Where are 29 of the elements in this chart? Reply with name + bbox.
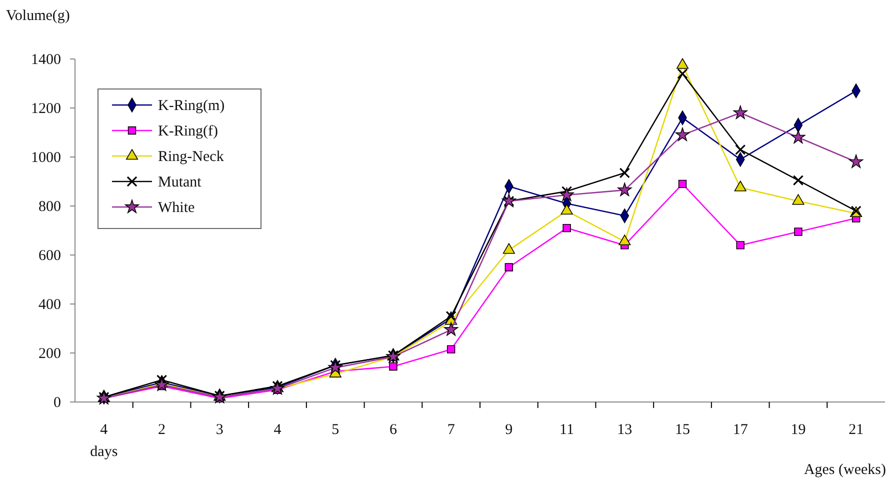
legend-label: K-Ring(m) bbox=[158, 98, 225, 114]
x-tick-label: 4 days bbox=[90, 422, 118, 460]
legend-label: K-Ring(f) bbox=[158, 124, 218, 140]
x-tick-label: 15 bbox=[675, 422, 690, 438]
legend-label: White bbox=[158, 200, 195, 216]
x-tick-label: 5 bbox=[332, 422, 340, 438]
x-tick-label: 19 bbox=[790, 422, 806, 438]
x-tick-label: 6 bbox=[389, 422, 398, 438]
x-tick-label: 3 bbox=[216, 422, 224, 438]
y-tick-label: 1200 bbox=[31, 100, 61, 117]
y-tick-label: 1400 bbox=[31, 52, 61, 68]
x-tick-label: 2 bbox=[158, 422, 166, 438]
legend-label: Mutant bbox=[158, 174, 202, 190]
y-tick-label: 1000 bbox=[31, 150, 61, 166]
legend-label: Ring-Neck bbox=[158, 149, 224, 165]
y-tick-label: 600 bbox=[38, 248, 61, 264]
y-tick-label: 400 bbox=[38, 296, 61, 313]
y-tick-label: 0 bbox=[54, 394, 61, 411]
x-tick-label: 11 bbox=[560, 422, 574, 438]
x-tick-label: 4 bbox=[274, 422, 282, 438]
x-tick-label: 21 bbox=[848, 422, 864, 438]
x-tick-label: 13 bbox=[617, 422, 632, 438]
y-tick-label: 800 bbox=[38, 198, 61, 215]
x-axis-title: Ages (weeks) bbox=[804, 462, 886, 478]
x-tick-label: 9 bbox=[505, 422, 513, 438]
y-axis-title: Volume(g) bbox=[6, 8, 70, 24]
y-tick-label: 200 bbox=[38, 346, 61, 362]
x-tick-label: 7 bbox=[447, 422, 456, 438]
x-tick-label: 17 bbox=[732, 422, 748, 438]
